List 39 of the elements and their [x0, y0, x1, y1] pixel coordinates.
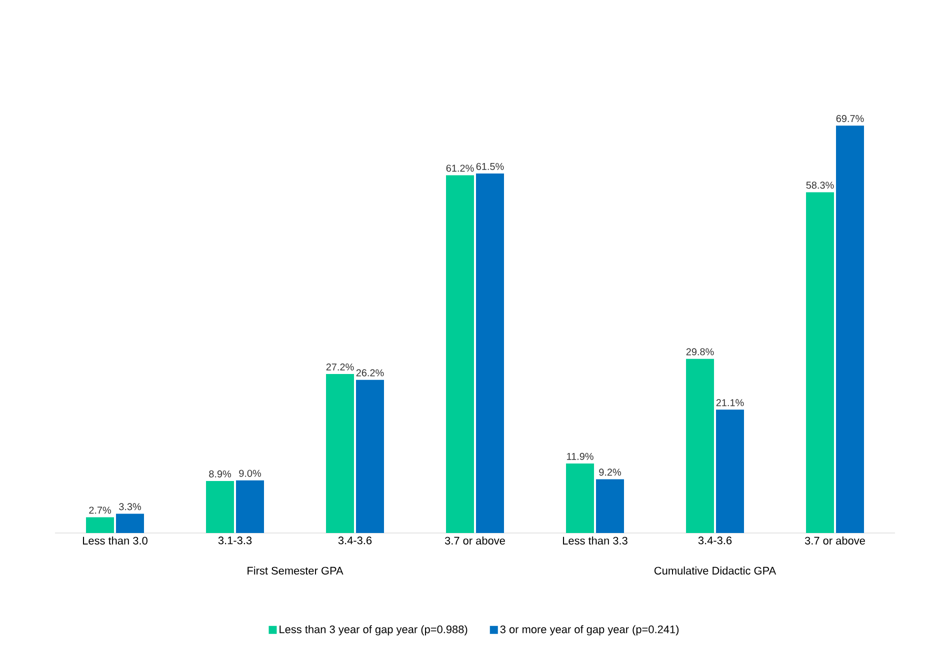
bar — [476, 174, 504, 534]
bar — [836, 126, 864, 534]
x-tick-label: Less than 3.0 — [83, 536, 148, 545]
legend-label: Less than 3 year of gap year (p=0.988) — [280, 625, 468, 636]
data-label: 61.5% — [476, 162, 504, 170]
text: First Semester GPA — [248, 566, 344, 575]
data-label: 9.0% — [239, 470, 262, 477]
x-tick-label: Less than 3.3 — [563, 536, 628, 545]
bar — [806, 192, 834, 534]
bar — [356, 380, 384, 534]
x-tick-label: 3.1-3.3 — [218, 536, 252, 544]
data-label: 11.9% — [567, 452, 594, 460]
data-label: 26.2% — [356, 369, 384, 376]
data-label: 3.3% — [119, 503, 142, 510]
text: Cumulative Didactic GPA — [654, 566, 776, 575]
bar — [326, 374, 354, 534]
x-tick-label: 3.7 or above — [804, 536, 865, 545]
bar — [86, 517, 114, 534]
bar — [116, 514, 144, 534]
bar — [236, 480, 264, 534]
data-label: 9.2% — [599, 468, 622, 476]
bar — [446, 175, 474, 534]
x-tick-label: 3.4-3.6 — [698, 536, 732, 544]
bar — [566, 463, 594, 534]
x-tick-label: 3.7 or above — [444, 536, 505, 545]
data-label: 8.9% — [209, 470, 232, 478]
bar — [716, 410, 744, 534]
data-label: 69.7% — [836, 115, 864, 122]
data-label: 2.7% — [89, 506, 112, 514]
legend-label: 3 or more year of gap year (p=0.241) — [500, 625, 679, 636]
bar — [596, 479, 624, 534]
data-label: 27.2% — [326, 363, 354, 370]
bar — [206, 480, 234, 534]
data-label: 29.8% — [686, 348, 714, 356]
data-label: 21.1% — [716, 399, 744, 406]
bar — [686, 358, 714, 534]
data-label: 61.2% — [446, 164, 474, 172]
x-tick-label: 3.4-3.6 — [338, 536, 372, 544]
data-label: 58.3% — [806, 182, 834, 189]
